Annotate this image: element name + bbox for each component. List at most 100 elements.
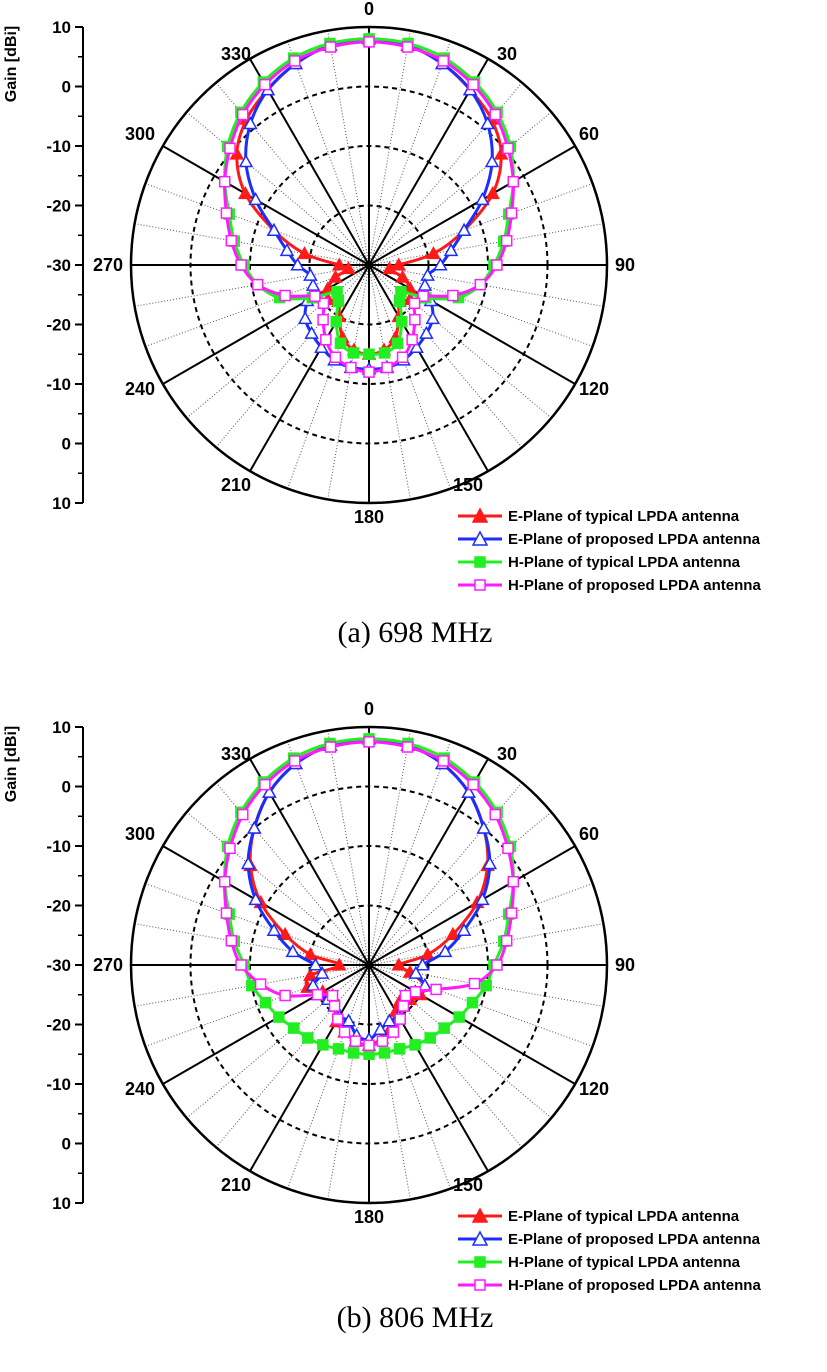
data-marker (401, 741, 414, 753)
data-marker (297, 246, 312, 260)
data-marker (396, 351, 409, 364)
angle-label-60: 60 (579, 824, 599, 844)
data-marker (288, 55, 301, 67)
data-marker (474, 278, 487, 291)
data-marker (397, 1000, 410, 1012)
figure-caption: (b) 806 MHz (337, 1301, 494, 1334)
polar-chart-698: Gain [dBi] (a) 698 MHz 10 0 -10 -20 -30 -20 -1… (0, 0, 827, 672)
data-marker (393, 295, 406, 308)
data-marker (437, 755, 450, 767)
data-marker (433, 257, 448, 271)
data-marker (305, 277, 321, 291)
data-marker (453, 1011, 465, 1023)
minor-spoke (368, 964, 593, 1047)
radial-tick-label: 10 (52, 18, 71, 37)
data-marker (409, 313, 421, 326)
angle-label-90: 90 (615, 255, 635, 275)
grid-ring (308, 204, 430, 326)
data-marker (437, 944, 453, 958)
data-marker (259, 78, 271, 91)
minor-spoke (215, 964, 370, 1148)
radial-tick-label: -10 (46, 137, 71, 156)
grid-ring (249, 145, 489, 385)
grid-ring (189, 85, 549, 445)
data-marker (420, 267, 435, 281)
legend-label-1: E-Plane of proposed LPDA antenna (508, 1231, 761, 1248)
data-marker (419, 325, 434, 339)
data-marker (395, 286, 407, 298)
angle-label-330: 330 (221, 744, 251, 764)
legend-marker-2 (474, 1256, 486, 1268)
data-marker (347, 347, 360, 359)
angle-label-120: 120 (579, 379, 609, 399)
data-marker (266, 222, 282, 236)
data-marker (297, 310, 313, 325)
data-marker (237, 808, 249, 821)
angle-label-180: 180 (354, 1207, 384, 1227)
data-marker (391, 337, 404, 350)
data-marker (381, 361, 393, 374)
data-marker (302, 1032, 314, 1044)
data-marker (476, 820, 492, 834)
data-marker (238, 186, 253, 200)
data-marker (288, 755, 301, 767)
data-marker (447, 289, 459, 302)
minor-spoke (368, 264, 451, 489)
data-marker (475, 892, 490, 906)
data-marker (326, 989, 339, 1002)
data-marker (456, 222, 472, 236)
data-marker (237, 108, 249, 121)
radial-tick-label: -10 (46, 375, 71, 394)
minor-spoke (368, 964, 451, 1189)
minor-spoke (368, 41, 451, 266)
minor-spoke (327, 30, 370, 266)
data-marker (331, 286, 343, 298)
data-marker (240, 856, 256, 870)
data-marker (279, 289, 291, 302)
data-marker (489, 108, 501, 121)
data-marker (408, 297, 421, 309)
outer-ring (129, 25, 609, 505)
legend-label-0: E-Plane of typical LPDA antenna (508, 508, 740, 525)
data-marker (438, 1022, 450, 1034)
data-marker (363, 366, 375, 378)
minor-spoke (215, 264, 370, 448)
data-marker (303, 967, 318, 981)
angle-label-30: 30 (497, 744, 517, 764)
data-marker (259, 778, 271, 791)
angle-label-180: 180 (354, 507, 384, 527)
minor-spoke (287, 41, 370, 266)
data-marker (248, 192, 263, 206)
radial-tick-label: 0 (62, 435, 71, 454)
major-spoke (368, 964, 576, 1085)
data-marker (507, 175, 520, 188)
data-marker (382, 261, 397, 275)
angle-label-30: 30 (497, 44, 517, 64)
legend-marker-1 (471, 1230, 489, 1246)
data-marker (243, 116, 258, 130)
data-marker (425, 310, 441, 325)
data-marker (409, 1039, 421, 1051)
data-marker (391, 257, 407, 271)
data-marker (303, 947, 318, 961)
radial-tick-label: 0 (62, 78, 71, 97)
data-marker (467, 778, 479, 791)
radial-tick-label: -20 (46, 197, 71, 216)
major-spoke (249, 964, 370, 1172)
data-marker (395, 315, 408, 328)
minor-spoke (134, 964, 370, 1007)
data-marker (480, 116, 495, 130)
data-marker (420, 947, 435, 961)
minor-spoke (368, 964, 552, 1119)
data-marker (461, 784, 476, 798)
minor-spoke (145, 883, 370, 966)
data-marker (303, 267, 318, 281)
data-marker (277, 926, 293, 941)
angle-label-150: 150 (453, 1175, 483, 1195)
data-marker (500, 234, 513, 247)
data-marker (341, 261, 356, 275)
data-marker (363, 736, 375, 748)
angle-label-300: 300 (125, 124, 155, 144)
data-marker (505, 907, 518, 919)
angle-label-270: 270 (93, 255, 123, 275)
